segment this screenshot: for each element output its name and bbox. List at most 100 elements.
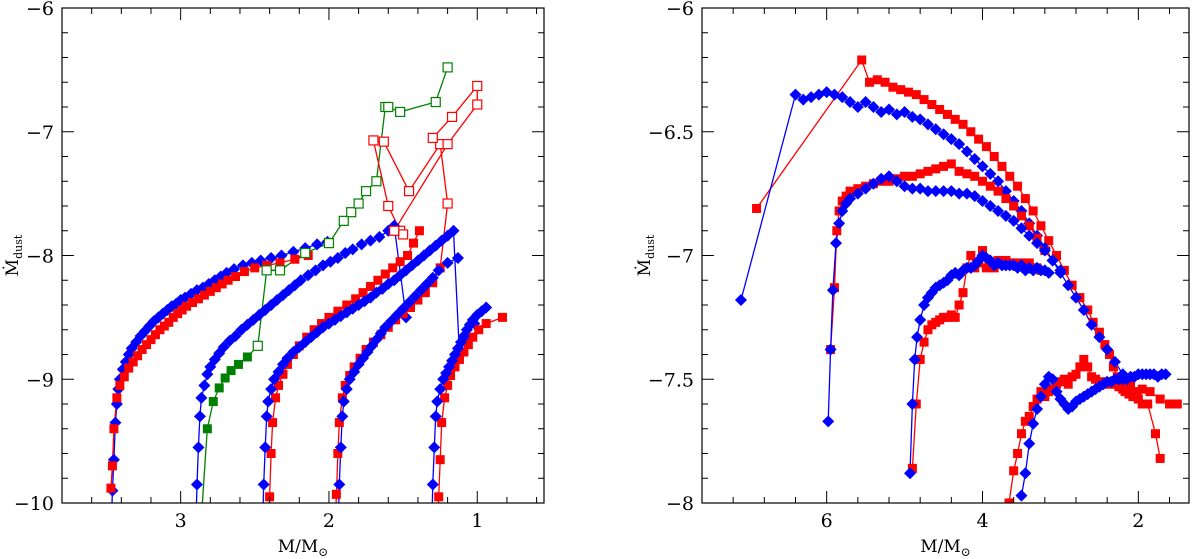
- right-red-track-D-point: [1075, 362, 1085, 372]
- right-red-track-D-point: [1028, 401, 1038, 411]
- left-red-track-4-point: [433, 536, 442, 545]
- right-blue-track-A-point: [844, 96, 857, 109]
- left-red-open-track-top-point: [442, 139, 453, 150]
- right-red-track-C-point: [950, 312, 960, 322]
- right-blue-track-C-point: [908, 353, 921, 366]
- left-red-track-1-point: [137, 345, 147, 355]
- right-blue-track-A-point: [921, 118, 934, 131]
- right-red-track-B-point: [923, 166, 933, 176]
- right-axes-ticks: [701, 7, 1189, 504]
- right-red-track-A-point: [1028, 206, 1038, 216]
- left-red-track-1-point: [142, 340, 152, 350]
- right-tick-labels: 6 4 2 −8 −7.5 −7 −6.5 −6: [648, 0, 1145, 532]
- left-red-track-1-point: [290, 254, 300, 264]
- left-blue-track-4-point: [403, 296, 416, 309]
- right-red-track-B-point: [970, 171, 980, 181]
- left-red-track-4-point: [468, 332, 478, 342]
- left-red-track-1-point: [217, 279, 227, 289]
- right-red-track-A-point: [911, 90, 921, 100]
- right-red-track-D-point: [1155, 453, 1165, 463]
- left-blue-track-5-point: [425, 534, 437, 546]
- right-blue-track-D-point: [1019, 467, 1032, 480]
- right-blue-track-B-point: [1007, 214, 1020, 227]
- left-red-open-track-3-point: [398, 229, 409, 240]
- right-blue-track-A-point: [992, 175, 1005, 188]
- left-blue-track-3-point: [256, 534, 268, 546]
- left-green-filled-track-point: [220, 373, 230, 383]
- left-red-track-2-point: [351, 294, 361, 304]
- left-blue-track-4-point: [451, 251, 464, 264]
- right-red-track-A-point: [903, 87, 913, 97]
- right-red-track-B-point: [978, 176, 988, 186]
- left-panel: 3 2 1 −10 −9 −8 −7 −6 M/M⊙ Ṁdust: [2, 0, 545, 559]
- right-blue-track-B-point: [1046, 254, 1059, 267]
- right-blue-track-B-point: [929, 185, 942, 198]
- right-red-track-B-point: [1024, 221, 1034, 231]
- left-blue-track-4-point: [332, 534, 344, 546]
- left-red-track-1-point: [239, 267, 249, 277]
- right-red-track-C-point: [923, 325, 933, 335]
- left-blue-track-5-point: [431, 395, 444, 408]
- right-x-tick-label: 2: [1132, 510, 1144, 532]
- left-blue-track-4-point: [441, 256, 454, 269]
- right-blue-track-B-point: [976, 195, 989, 208]
- left-green-filled-track-point: [208, 397, 218, 407]
- right-red-track-A-point: [981, 142, 991, 152]
- left-red-track-1-point: [124, 363, 134, 373]
- left-red-open-track-3-point: [378, 136, 389, 147]
- left-blue-track-2-point: [346, 243, 359, 256]
- left-red-open-track-top-point: [389, 225, 400, 236]
- right-blue-track-B-point: [1038, 244, 1051, 257]
- right-blue-track-C-point: [904, 467, 917, 480]
- left-plot-markers: [106, 62, 507, 546]
- right-blue-track-A-point: [883, 103, 896, 116]
- right-blue-track-B-point: [1031, 237, 1044, 250]
- left-green-open-track-point: [442, 62, 453, 73]
- left-green-filled-track-point: [202, 424, 212, 434]
- right-red-track-A-point: [1137, 384, 1147, 394]
- right-red-track-B-point: [939, 161, 949, 171]
- left-blue-track-2-point: [294, 274, 307, 287]
- left-x-tick-label: 3: [175, 510, 187, 532]
- right-red-track-B-point: [900, 171, 910, 181]
- left-red-track-2-point: [278, 369, 288, 379]
- right-blue-track-A-point: [1093, 331, 1106, 344]
- left-blue-track-4-point: [397, 302, 410, 315]
- right-blue-track-C-point: [1042, 266, 1055, 279]
- left-green-open-track-point: [353, 198, 364, 209]
- right-red-track-B-point: [993, 186, 1003, 196]
- left-blue-track-1-point: [311, 238, 324, 251]
- left-red-track-4-point: [446, 371, 456, 381]
- left-red-track-2-point: [264, 536, 273, 545]
- left-red-track-1-point: [146, 335, 156, 345]
- left-green-open-track-point: [300, 247, 311, 259]
- left-red-track-1-point: [188, 298, 198, 308]
- right-red-track-A-point: [935, 104, 945, 114]
- left-red-filled-track-3-point: [333, 449, 343, 458]
- left-red-track-1-point: [150, 330, 160, 340]
- left-red-track-2-point: [414, 226, 424, 236]
- right-blue-track-A-point: [859, 96, 872, 109]
- left-blue-track-2-point: [217, 341, 230, 354]
- right-blue-track-A-point: [1062, 279, 1075, 292]
- right-red-track-A-point: [1044, 236, 1054, 246]
- left-red-track-1-point: [182, 301, 192, 311]
- left-blue-track-2-point: [302, 269, 315, 282]
- right-blue-track-B-point: [937, 185, 950, 198]
- right-blue-track-B-point: [984, 200, 997, 212]
- left-red-track-2-point: [333, 306, 343, 316]
- left-green-open-track-point: [261, 265, 272, 276]
- left-blue-track-2-point: [364, 234, 377, 247]
- right-red-track-B-point: [907, 171, 917, 181]
- left-red-open-track-top-point: [472, 80, 483, 92]
- right-blue-track-D-point: [1023, 437, 1036, 450]
- right-red-track-B-point: [954, 166, 964, 176]
- left-red-track-2-point: [380, 269, 390, 279]
- left-red-track-4-point: [497, 312, 507, 322]
- left-red-track-4-point: [443, 380, 453, 390]
- left-red-track-2-point: [324, 312, 334, 322]
- right-red-track-C-point: [954, 300, 964, 310]
- right-red-track-A-point: [752, 203, 762, 213]
- left-red-track-2-point: [358, 288, 368, 298]
- right-blue-track-C-point: [914, 313, 927, 326]
